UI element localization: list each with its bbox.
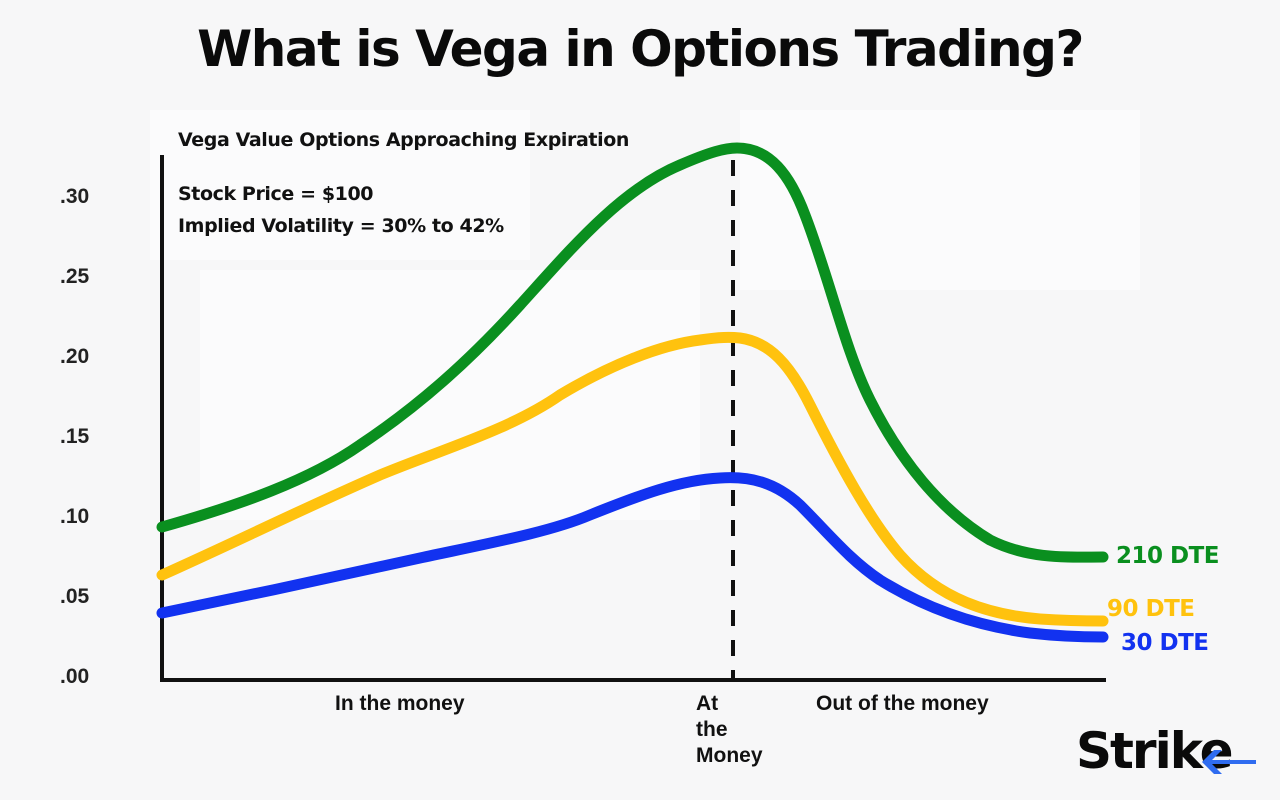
logo-arrow-icon — [1202, 750, 1256, 774]
x-label-in-the-money: In the money — [335, 692, 465, 715]
y-tick-030: .30 — [60, 185, 90, 208]
chart-subtitle: Vega Value Options Approaching Expiratio… — [178, 129, 629, 151]
y-tick-020: .20 — [60, 345, 90, 368]
series-line-90-dte — [156, 331, 1109, 627]
series-line-30-dte — [156, 472, 1109, 643]
logo-text: Stri — [1076, 722, 1172, 780]
background-panel — [740, 110, 1140, 290]
stock-price-note: Stock Price = $100 — [178, 183, 374, 205]
implied-volatility-note: Implied Volatility = 30% to 42% — [178, 215, 504, 237]
y-tick-025: .25 — [60, 265, 90, 288]
series-label-90-dte: 90 DTE — [1107, 596, 1195, 622]
y-tick-010: .10 — [60, 505, 90, 528]
x-label-at-line2: the — [696, 718, 728, 741]
x-label-out-of-the-money: Out of the money — [816, 692, 989, 715]
background-panel — [150, 110, 530, 260]
series-line-210-dte — [156, 142, 1109, 563]
x-label-at-the-money: At the Money — [696, 691, 763, 769]
y-tick-000: .00 — [60, 665, 90, 688]
series-label-30-dte: 30 DTE — [1121, 630, 1209, 656]
page-title: What is Vega in Options Trading? — [197, 20, 1084, 78]
background-panel — [200, 270, 700, 520]
y-tick-015: .15 — [60, 425, 90, 448]
x-label-at-line3: Money — [696, 744, 763, 767]
strike-logo: Strike — [1076, 722, 1234, 780]
logo-text-k: k — [1169, 722, 1202, 780]
series-label-210-dte: 210 DTE — [1116, 543, 1220, 569]
x-label-at-line1: At — [696, 692, 719, 715]
y-tick-005: .05 — [60, 585, 90, 608]
